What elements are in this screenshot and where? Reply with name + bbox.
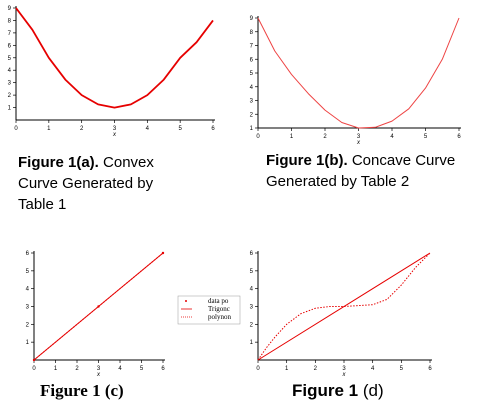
- y-tick-label: 5: [26, 269, 30, 275]
- x-tick-label: 0: [256, 134, 260, 140]
- x-tick-label: 6: [161, 366, 165, 372]
- caption-b-line-1: Concave Curve: [347, 152, 456, 169]
- y-tick-label: 3: [250, 305, 254, 311]
- x-tick-label: 2: [323, 134, 327, 140]
- x-tick-label: 1: [54, 366, 58, 372]
- x-tick-label: 5: [424, 134, 428, 140]
- y-tick-label: 2: [8, 93, 12, 99]
- x-tick-label: 3: [342, 366, 346, 372]
- legend-label: data po: [208, 297, 229, 305]
- x-tick-label: 5: [140, 366, 144, 372]
- y-tick-label: 1: [250, 340, 254, 346]
- y-tick-label: 1: [8, 106, 12, 112]
- caption-b-bold: Figure 1(b).: [266, 152, 348, 169]
- caption-b-line-2: Generated by Table 2: [266, 173, 410, 190]
- x-tick-label: 1: [285, 366, 289, 372]
- y-tick-label: 6: [26, 251, 30, 257]
- y-tick-label: 5: [250, 71, 254, 77]
- x-tick-label: 4: [390, 134, 394, 140]
- x-tick-label: 3: [113, 126, 117, 132]
- y-tick-label: 6: [250, 251, 254, 257]
- y-tick-label: 2: [250, 322, 254, 328]
- y-tick-label: 1: [26, 340, 30, 346]
- caption-d: Figure 1 (d): [292, 380, 384, 401]
- y-tick-label: 9: [8, 6, 12, 12]
- caption-a-line-2: Curve Generated by: [18, 175, 154, 192]
- x-tick-label: 1: [47, 126, 51, 132]
- x-axis-label: x: [112, 132, 117, 138]
- y-tick-label: 9: [250, 16, 254, 22]
- caption-a: Figure 1(a). Convex Curve Generated by T…: [18, 152, 233, 215]
- x-tick-label: 0: [14, 126, 18, 132]
- y-tick-label: 3: [26, 305, 30, 311]
- x-tick-label: 4: [118, 366, 122, 372]
- caption-a-line-3: Table 1: [18, 196, 67, 213]
- y-tick-label: 4: [26, 287, 30, 293]
- x-tick-label: 2: [314, 366, 318, 372]
- x-tick-label: 4: [146, 126, 150, 132]
- series-line: [257, 252, 431, 361]
- y-tick-label: 5: [8, 56, 12, 62]
- caption-c: Figure 1 (c): [40, 380, 124, 402]
- x-tick-label: 0: [256, 366, 260, 372]
- x-tick-label: 2: [75, 366, 79, 372]
- y-tick-label: 8: [8, 18, 12, 24]
- y-tick-label: 4: [8, 68, 12, 74]
- series-line: [33, 252, 164, 361]
- x-tick-label: 5: [400, 366, 404, 372]
- caption-d-bold: Figure 1: [292, 381, 359, 400]
- x-tick-label: 6: [457, 134, 461, 140]
- x-axis-label: x: [96, 372, 101, 378]
- y-tick-label: 3: [250, 99, 254, 105]
- chart-d: 0 1 2 3 4 5 6 1 2 3 4 5 6 x: [250, 251, 432, 378]
- y-tick-label: 8: [250, 30, 254, 36]
- y-tick-label: 6: [250, 57, 254, 63]
- chart-a: 0 1 2 3 4 5 6 1 2 3 4 5 6 7 8 9 x: [8, 6, 215, 138]
- y-tick-label: 3: [8, 81, 12, 87]
- x-tick-label: 0: [32, 366, 36, 372]
- x-tick-label: 5: [178, 126, 182, 132]
- x-axis-label: x: [342, 372, 347, 378]
- y-tick-label: 7: [8, 31, 12, 37]
- y-tick-label: 6: [8, 43, 12, 49]
- y-tick-label: 7: [250, 44, 254, 50]
- legend-marker: [185, 300, 187, 302]
- legend-label: polynon: [208, 313, 231, 321]
- legend: [177, 295, 241, 325]
- x-tick-label: 2: [80, 126, 84, 132]
- y-tick-label: 1: [250, 126, 254, 132]
- x-tick-label: 3: [357, 134, 361, 140]
- series-line: [257, 252, 431, 361]
- y-tick-label: 2: [250, 112, 254, 118]
- legend-label: Trigonc: [208, 305, 230, 313]
- y-tick-label: 2: [26, 322, 30, 328]
- x-tick-label: 6: [428, 366, 432, 372]
- x-tick-label: 6: [211, 126, 215, 132]
- y-tick-label: 4: [250, 287, 254, 293]
- y-tick-label: 4: [250, 85, 254, 91]
- x-tick-label: 3: [97, 366, 101, 372]
- caption-b: Figure 1(b). Concave Curve Generated by …: [266, 150, 478, 192]
- caption-a-bold: Figure 1(a).: [18, 154, 99, 171]
- x-tick-label: 1: [290, 134, 294, 140]
- y-tick-label: 5: [250, 269, 254, 275]
- x-axis-label: x: [356, 140, 361, 146]
- caption-d-line-1: (d): [358, 381, 384, 400]
- x-tick-label: 4: [371, 366, 375, 372]
- series-line: [15, 7, 214, 109]
- series-line: [257, 17, 460, 129]
- caption-a-line-1: Convex: [98, 154, 154, 171]
- caption-c-bold: Figure 1 (c): [40, 381, 124, 400]
